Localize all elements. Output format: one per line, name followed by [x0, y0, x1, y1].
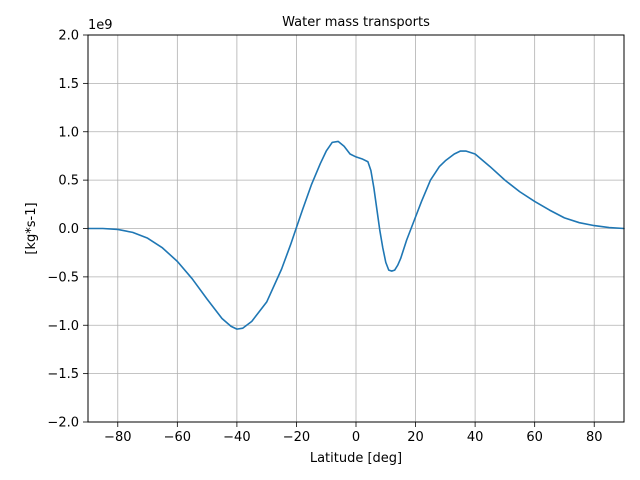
- y-tick-label: 2.0: [58, 29, 79, 44]
- series-line-0: [87, 140, 625, 330]
- y-tick-label: −1.5: [47, 367, 79, 382]
- x-axis-ticks: −80 −60 −40 −20 0 20 40 60 80: [104, 422, 602, 445]
- y-tick-label: −0.5: [47, 270, 79, 285]
- y-tick-label: 1.5: [58, 77, 79, 92]
- x-tick-label: −60: [164, 430, 191, 445]
- y-tick-label: 1.0: [58, 125, 79, 140]
- chart-title: Water mass transports: [282, 15, 430, 30]
- plot-frame: [87, 34, 625, 423]
- y-tick-label: 0.5: [58, 174, 79, 189]
- y-tick-label: 0.0: [58, 222, 79, 237]
- x-tick-label: 60: [526, 430, 543, 445]
- x-axis-label: Latitude [deg]: [310, 451, 402, 466]
- y-tick-label: −1.0: [47, 319, 79, 334]
- x-tick-label: −20: [283, 430, 310, 445]
- x-tick-label: 0: [352, 430, 360, 445]
- y-offset-label: 1e9: [88, 18, 113, 33]
- series-group: [87, 140, 625, 330]
- x-tick-label: −40: [223, 430, 250, 445]
- y-axis-ticks: −2.0 −1.5 −1.0 −0.5 0.0 0.5 1.0 1.5 2.0: [47, 29, 88, 431]
- grid-lines: [88, 34, 624, 423]
- x-tick-label: −80: [104, 430, 131, 445]
- x-tick-label: 80: [586, 430, 603, 445]
- y-tick-label: −2.0: [47, 416, 79, 431]
- y-axis-label: [kg*s-1]: [24, 202, 39, 254]
- x-tick-label: 20: [407, 430, 424, 445]
- x-tick-label: 40: [467, 430, 484, 445]
